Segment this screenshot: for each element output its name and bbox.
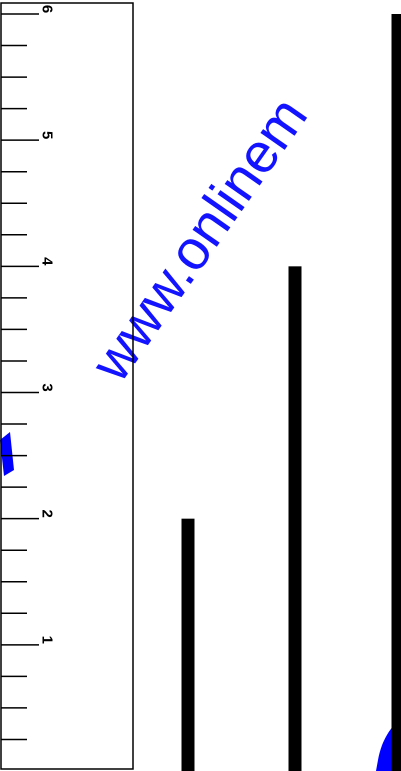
ruler-ticks [1,13,39,741]
bar-1 [181,518,195,771]
watermark-text: www.onlinem [78,86,319,393]
bar-3 [391,14,401,771]
ruler-label-4: 4 [39,257,56,266]
ruler-label-1: 1 [39,636,56,644]
bar-2 [288,266,302,771]
ruler-frame [0,2,134,770]
ruler-label-5: 5 [39,131,56,139]
bars [181,14,401,771]
ruler: 1 2 3 4 5 6 [0,2,134,770]
ruler-label-6: 6 [39,5,56,13]
ruler-labels: 1 2 3 4 5 6 [39,5,56,644]
watermark-fragments [0,432,401,771]
watermark-fragment-left [0,432,14,476]
watermark: www.onlinem [78,86,319,393]
ruler-label-2: 2 [39,509,56,517]
ruler-label-3: 3 [39,383,56,391]
